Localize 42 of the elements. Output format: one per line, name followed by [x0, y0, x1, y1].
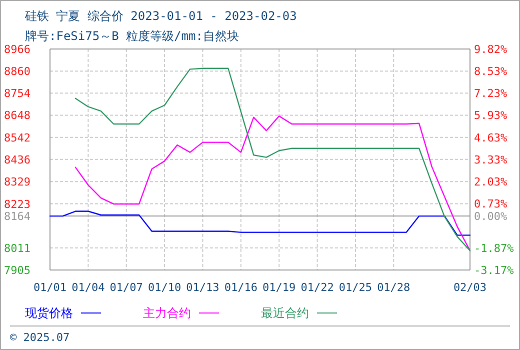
y-tick-label: 8223	[4, 198, 30, 211]
y-tick-label: 8436	[4, 153, 30, 166]
x-tick-label: 01/25	[338, 281, 372, 294]
y-tick-label: 8329	[4, 176, 30, 189]
y-tick-label: 8860	[4, 65, 30, 78]
x-tick-label: 01/07	[110, 281, 143, 294]
y2-tick-label: -3.17%	[474, 264, 514, 277]
x-tick-label: 01/10	[148, 281, 182, 294]
y2-tick-label: 7.23%	[474, 87, 508, 100]
y-tick-label: 8966	[4, 43, 30, 56]
y2-tick-label: 3.33%	[474, 153, 508, 166]
chart-subtitle: 牌号:FeSi75～B 粒度等级/mm:自然块	[25, 29, 239, 43]
y-tick-label: 8754	[4, 87, 31, 100]
x-tick-label: 01/01	[33, 281, 67, 294]
y2-tick-label: 5.93%	[474, 109, 508, 122]
legend-label: 现货价格	[25, 306, 73, 320]
x-tick-label: 01/28	[377, 281, 410, 294]
x-tick-label: 01/04	[72, 281, 106, 294]
x-tick-label: 02/03	[453, 281, 487, 294]
x-tick-label: 01/16	[224, 281, 258, 294]
x-tick-label: 01/22	[300, 281, 334, 294]
chart-title: 硅铁 宁夏 综合价 2023-01-01 - 2023-02-03	[24, 9, 297, 23]
y-tick-label: 8648	[4, 109, 30, 122]
y2-tick-label: 4.63%	[474, 131, 508, 144]
x-tick-label: 01/13	[186, 281, 220, 294]
line-series	[49, 210, 471, 236]
y2-tick-label: -1.87%	[474, 242, 514, 255]
text: © 2025.07	[10, 331, 70, 344]
y2-tick-label: 9.82%	[474, 43, 508, 56]
y-tick-label: 8011	[4, 242, 30, 255]
y-tick-label: 8542	[4, 131, 30, 144]
y-tick-label: 7905	[4, 264, 30, 277]
legend-label: 主力合约	[143, 306, 191, 320]
y-tick-label: 8164	[4, 210, 31, 224]
y2-tick-label: 0.00%	[474, 210, 508, 224]
line-series	[74, 115, 471, 252]
x-tick-label: 01/19	[262, 281, 296, 294]
y2-tick-label: 8.53%	[474, 64, 508, 78]
legend-label: 最近合约	[261, 306, 309, 320]
y2-tick-label: 2.03%	[474, 176, 508, 189]
line-series	[74, 68, 471, 252]
y2-tick-label: 0.73%	[474, 198, 508, 211]
